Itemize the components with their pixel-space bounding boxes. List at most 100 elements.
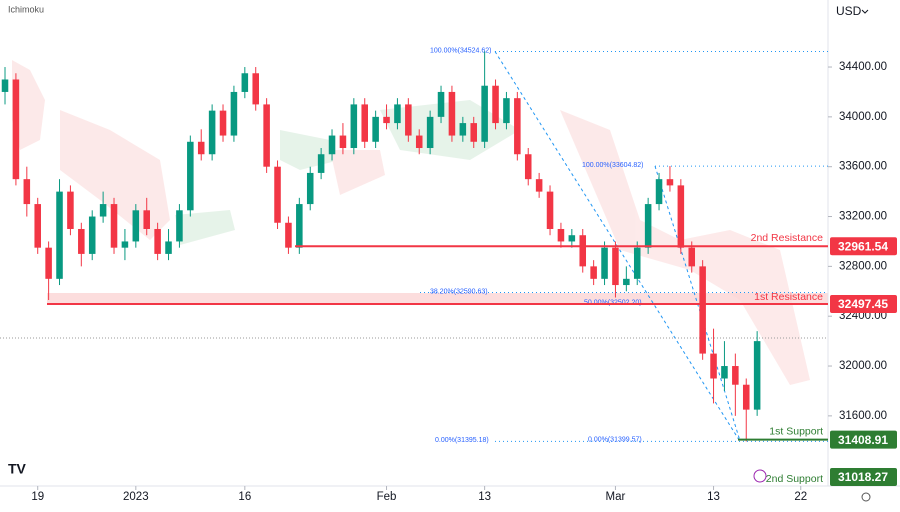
candle-body: [503, 98, 510, 124]
x-tick-label: 13: [478, 491, 491, 503]
candle-body: [208, 110, 216, 155]
fib-label: 100.00%(33604.82): [582, 162, 644, 169]
candle-body: [644, 204, 652, 248]
candle-body: [23, 179, 31, 205]
candle-body: [710, 353, 717, 379]
price-tag: [830, 430, 897, 449]
candle-body: [470, 123, 478, 142]
candle-body: [448, 91, 456, 136]
x-tick-label: Feb: [377, 491, 397, 503]
price-tag-label: 31018.27: [838, 470, 888, 484]
candle-body: [339, 135, 347, 149]
x-tick-label: 16: [238, 491, 251, 503]
x-tick-label: 19: [31, 491, 44, 503]
candle-body: [394, 104, 401, 124]
settings-icon[interactable]: [861, 492, 871, 502]
candle-body: [492, 85, 499, 124]
candle-body: [230, 91, 238, 136]
x-tick-label: 2023: [123, 491, 149, 503]
candle-body: [274, 166, 281, 223]
fib-label: 0.00%(31399.57): [588, 437, 642, 444]
fib-label: 38.20%(32590.63): [430, 288, 488, 295]
resistance-zone: [47, 293, 828, 304]
candle-body: [67, 191, 74, 229]
candle-body: [666, 179, 674, 186]
y-tick-label: 34400.00: [839, 61, 887, 73]
candle-body: [132, 210, 140, 242]
candle-body: [579, 235, 587, 267]
candle-body: [165, 241, 172, 254]
candle-body: [56, 191, 63, 279]
candle-body: [372, 116, 379, 142]
candle-body: [568, 235, 576, 242]
candle-body: [219, 110, 227, 136]
candle-body: [514, 98, 521, 155]
level-name: 1st Resistance: [754, 291, 823, 303]
y-tick-label: 33200.00: [839, 211, 887, 223]
candle-body: [296, 204, 303, 248]
candle-body: [241, 73, 249, 92]
candle-body: [78, 228, 85, 254]
candle-body: [459, 123, 467, 136]
x-tick-label: 22: [794, 491, 807, 503]
candle-body: [263, 104, 270, 167]
x-tick-label: Mar: [606, 491, 626, 503]
candle-body: [546, 191, 554, 229]
candle-body: [426, 116, 434, 149]
candle-body: [187, 141, 194, 211]
fib-label: 100.00%(34524.62): [430, 47, 492, 54]
candle-body: [677, 185, 685, 248]
candle-body: [45, 247, 52, 279]
x-tick-label: 13: [707, 491, 720, 503]
candle-body: [405, 104, 412, 136]
level-name: 1st Support: [769, 425, 823, 437]
candle-body: [328, 135, 336, 155]
fib-label: 0.00%(31395.18): [435, 437, 489, 444]
fib-label: 50.00%(32502.20): [584, 299, 642, 306]
candle-body: [623, 278, 630, 286]
candle-body: [176, 210, 183, 242]
candle-body: [306, 172, 314, 205]
candle-body: [742, 384, 750, 410]
y-tick-label: 33600.00: [839, 161, 887, 173]
candle-body: [415, 135, 423, 149]
dropdown-icon[interactable]: [861, 9, 869, 14]
candle-body: [143, 210, 150, 229]
candle-body: [732, 366, 739, 385]
logo: TV: [8, 461, 27, 477]
candle-body: [557, 228, 565, 242]
candle-body: [655, 179, 663, 205]
price-tag: [830, 237, 897, 256]
y-tick-label: 32000.00: [839, 360, 887, 372]
candle-body: [699, 266, 706, 354]
candle-body: [197, 141, 205, 155]
y-tick-label: 32800.00: [839, 260, 887, 272]
price-tag-label: 32961.54: [838, 239, 888, 253]
candle-body: [110, 204, 118, 248]
y-tick-label: 34000.00: [839, 111, 887, 123]
candle-body: [383, 116, 390, 124]
candle-body: [612, 247, 619, 286]
currency[interactable]: USD: [836, 4, 862, 18]
candle-body: [317, 154, 325, 173]
event-icon[interactable]: [753, 469, 767, 483]
candle-body: [361, 104, 368, 142]
candle-body: [1, 79, 9, 92]
candle-body: [524, 154, 532, 180]
y-tick-label: 31600.00: [839, 410, 887, 422]
candle-body: [252, 73, 259, 105]
level-name: 2nd Support: [766, 473, 823, 485]
candle-body: [12, 79, 20, 180]
candle-body: [601, 247, 608, 279]
candle-body: [633, 247, 641, 279]
candle-body: [34, 204, 41, 248]
level-name: 2nd Resistance: [751, 232, 824, 244]
candle-body: [481, 85, 488, 142]
candle-body: [688, 247, 696, 267]
candle-body: [285, 222, 292, 248]
candle-body: [590, 266, 597, 279]
candle-body: [88, 216, 96, 254]
candle-body: [535, 179, 543, 192]
